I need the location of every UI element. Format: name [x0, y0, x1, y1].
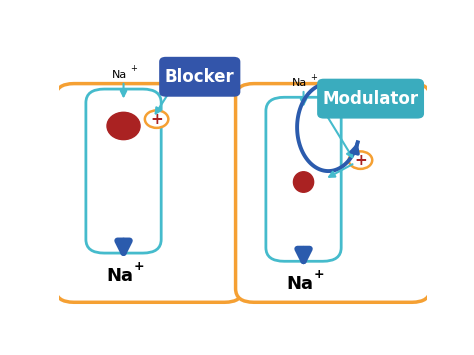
Text: +: +: [314, 268, 324, 281]
FancyBboxPatch shape: [159, 57, 240, 97]
Text: +: +: [134, 260, 144, 273]
Text: +: +: [354, 153, 367, 168]
Text: +: +: [150, 111, 163, 127]
FancyBboxPatch shape: [55, 84, 243, 302]
Text: Na: Na: [292, 78, 308, 88]
FancyBboxPatch shape: [317, 79, 424, 119]
Ellipse shape: [293, 172, 314, 192]
FancyBboxPatch shape: [266, 97, 341, 261]
Text: Modulator: Modulator: [322, 89, 419, 108]
Text: Blocker: Blocker: [165, 68, 235, 86]
FancyBboxPatch shape: [86, 89, 161, 253]
Text: Na: Na: [112, 70, 128, 80]
Circle shape: [349, 151, 372, 169]
Text: +: +: [130, 65, 137, 73]
FancyBboxPatch shape: [236, 84, 430, 302]
Text: Na: Na: [286, 275, 313, 293]
Text: Na: Na: [106, 267, 133, 285]
Ellipse shape: [107, 112, 140, 140]
Text: +: +: [310, 73, 317, 82]
Circle shape: [145, 110, 168, 128]
